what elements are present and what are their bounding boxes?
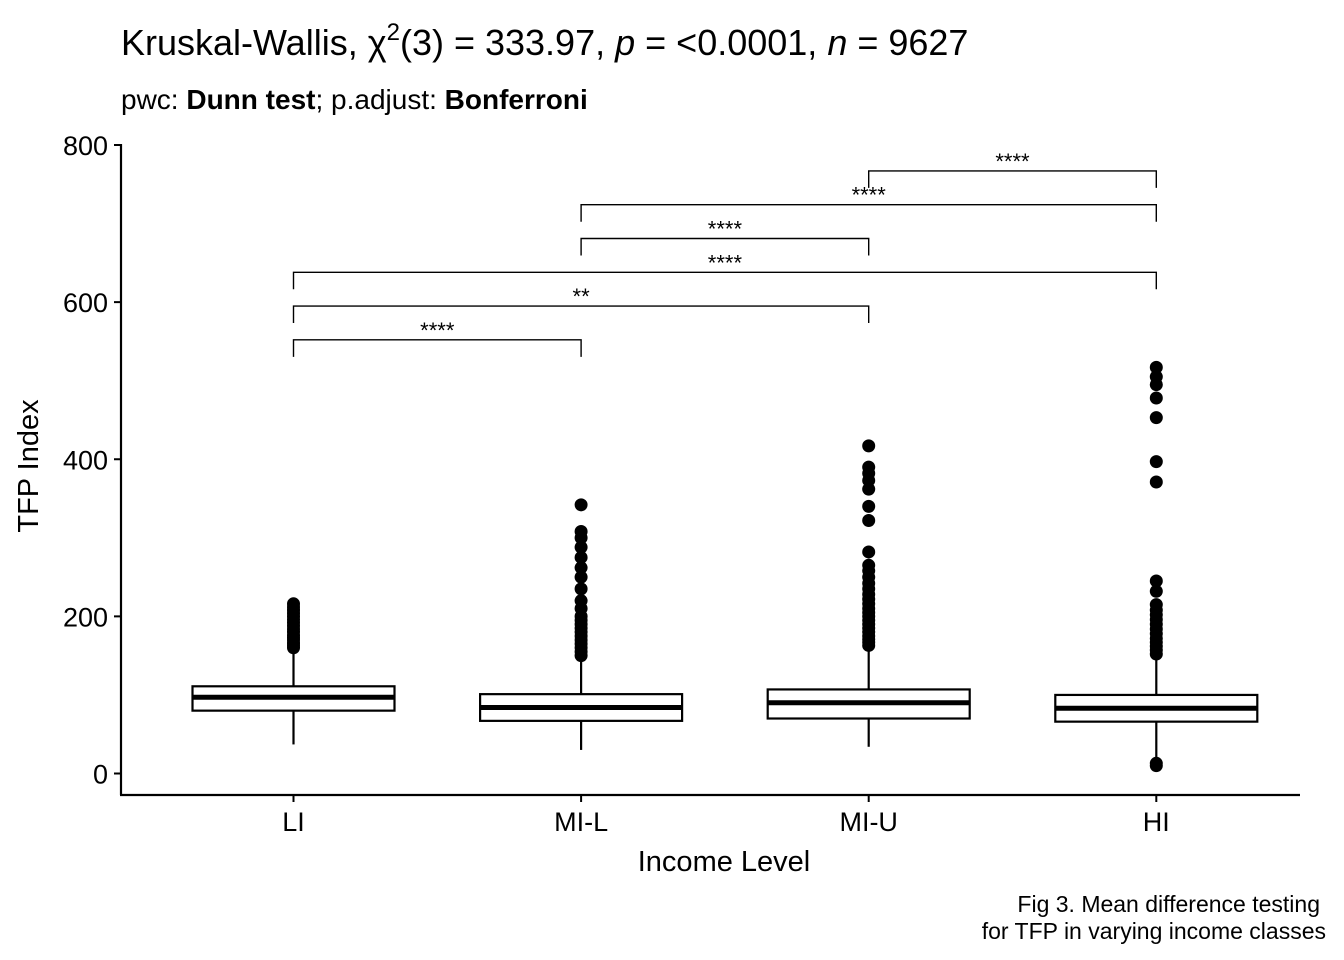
outlier-point [862,514,876,528]
chart-title: Kruskal-Wallis, χ2(3) = 333.97, p = <0.0… [121,19,968,63]
subtitle-adjust-value: Bonferroni [445,84,588,115]
outlier-point [1149,391,1163,405]
significance-label: **** [708,216,743,241]
significance-bracket [292,271,1158,290]
title-df-part: (3) = 333.97, [400,22,615,63]
x-tick-label: HI [1143,807,1170,837]
outlier-point [1149,756,1163,770]
significance-label: **** [995,149,1030,174]
title-n-symbol: n [827,22,847,63]
figure-caption-line-2: for TFP in varying income classes [982,918,1326,944]
title-p-symbol: p [614,22,635,63]
outlier-point [862,499,876,513]
y-tick-label: 200 [63,602,108,632]
outlier-point [574,594,588,608]
outlier-point [862,460,876,474]
outlier-point [862,545,876,559]
y-tick-label: 800 [63,131,108,161]
outlier-point [287,597,300,611]
significance-label: ** [573,284,591,309]
figure-caption-line-1: Fig 3. Mean difference testing [1017,891,1320,917]
x-tick-label: MI-U [839,807,897,837]
outlier-point [574,540,588,554]
x-tick-label: LI [282,807,305,837]
outlier-point [1149,370,1163,384]
title-p-part: = <0.0001, [635,22,827,63]
outlier-point [1149,574,1163,588]
outlier-point [1149,584,1163,598]
outlier-point [574,570,588,584]
outlier-point [1149,360,1163,374]
x-axis-label: Income Level [638,846,811,878]
subtitle-separator: ; p.adjust: [315,84,444,115]
significance-bracket [868,170,1158,188]
outlier-point [1149,475,1163,489]
outlier-point [574,525,588,539]
outlier-point [862,558,876,572]
outlier-point [1149,598,1163,612]
title-test-name: Kruskal-Wallis, [121,22,368,63]
subtitle-pwc-label: pwc: [121,84,186,115]
significance-bracket [580,237,870,256]
significance-label: **** [708,250,743,275]
y-tick-label: 400 [63,445,108,475]
outlier-point [574,561,588,575]
outlier-point [1149,411,1163,425]
outlier-point [574,582,588,596]
title-chi-symbol: χ [368,22,387,63]
chart-subtitle: pwc: Dunn test; p.adjust: Bonferroni [121,84,588,115]
y-axis-label: TFP Index [13,399,45,533]
significance-bracket [292,305,870,324]
outlier-point [574,550,588,564]
outlier-point [862,439,876,453]
subtitle-pwc-value: Dunn test [186,84,315,115]
outlier-point [574,498,588,512]
x-tick-label: MI-L [554,807,608,837]
significance-label: **** [420,318,455,343]
significance-bracket [580,204,1158,222]
significance-bracket [292,339,582,357]
y-tick-label: 600 [63,288,108,318]
outlier-point [1149,455,1163,469]
title-chi-superscript: 2 [387,19,400,46]
title-n-part: = 9627 [847,22,968,63]
y-tick-label: 0 [93,760,108,790]
